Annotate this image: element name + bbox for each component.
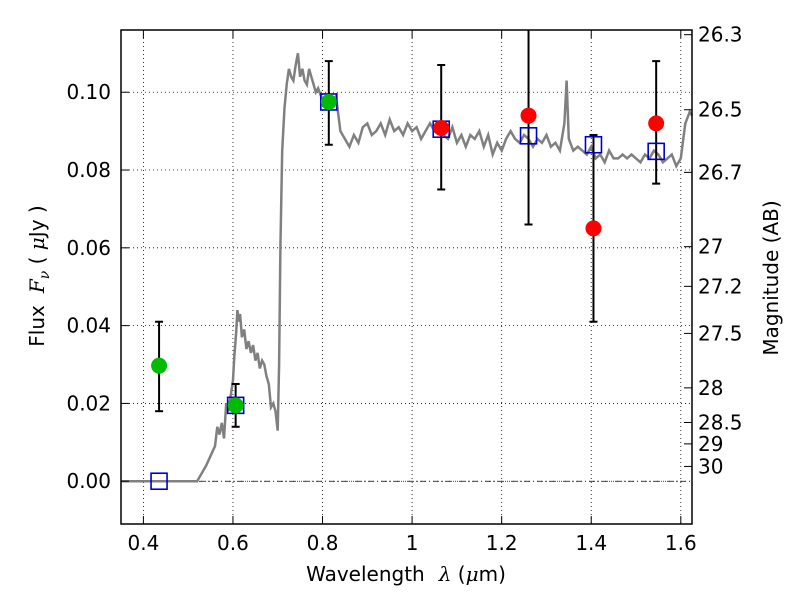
model-spectrum-line [121, 53, 694, 483]
x-tick-label: 0.8 [307, 531, 339, 555]
x-tick-label: 1.6 [665, 531, 697, 555]
observed-point-green [227, 397, 244, 414]
right-axis-title: Magnitude (AB) [759, 200, 783, 355]
observed-point-red [433, 120, 450, 137]
x-tick-label: 0.4 [127, 531, 159, 555]
y-tick-label: 0.06 [66, 236, 111, 260]
y-tick-label: 0.04 [66, 314, 111, 338]
y-tick-label: 0.00 [66, 469, 111, 493]
observed-point-red [648, 115, 665, 132]
x-tick-label: 1.2 [486, 531, 518, 555]
observed-photometry-markers [151, 93, 665, 414]
mag-tick-label: 28 [698, 376, 723, 400]
observed-point-red [520, 107, 537, 124]
x-axis-title: Wavelength λ (μm) [306, 562, 506, 586]
mag-tick-label: 28.5 [698, 410, 743, 434]
y-tick-label: 0.02 [66, 391, 111, 415]
model-photometry-square [647, 142, 665, 161]
observed-point-green [151, 357, 168, 374]
y-axis-title: FluxFν ( μJy ) [25, 205, 53, 346]
y-tick-label: 0.08 [66, 158, 111, 182]
x-tick-label: 1 [406, 531, 419, 555]
mag-tick-label: 30 [698, 454, 723, 478]
model-photometry-square [584, 135, 603, 154]
y-axis-ticks: 0.00 0.02 0.04 0.06 0.08 0.10 [66, 80, 129, 493]
mag-tick-label: 26.7 [698, 160, 743, 184]
observed-point-red [585, 220, 602, 237]
model-photometry-square [519, 127, 538, 145]
plot-frame [120, 29, 693, 525]
mag-tick-label: 26.3 [698, 23, 743, 47]
mag-tick-label: 27.5 [698, 321, 743, 345]
observed-point-green [320, 93, 337, 110]
mag-tick-label: 27.2 [698, 274, 743, 298]
x-tick-label: 0.6 [217, 531, 249, 555]
model-photometry-square [150, 472, 168, 491]
mag-tick-label: 26.5 [698, 98, 743, 122]
y-tick-label: 0.10 [66, 80, 111, 104]
mag-tick-label: 29 [698, 432, 723, 456]
x-tick-label: 1.4 [575, 531, 607, 555]
mag-tick-label: 27 [698, 235, 723, 259]
x-axis-ticks: 0.4 0.6 0.8 1 1.2 1.4 1.6 [127, 30, 697, 555]
